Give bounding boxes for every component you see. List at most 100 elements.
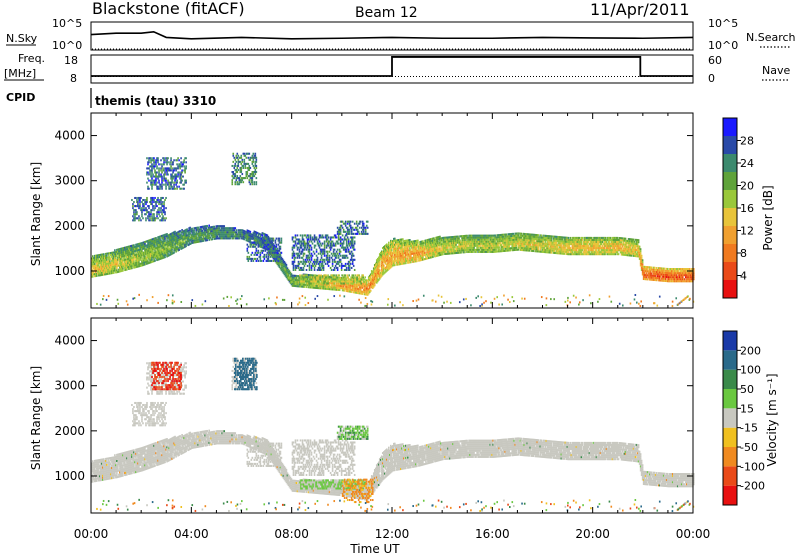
power-cell	[300, 277, 303, 280]
power-cell	[588, 251, 591, 254]
power-cell	[203, 233, 205, 236]
power-cell	[564, 238, 567, 241]
power-cell	[684, 276, 687, 279]
power-cell	[113, 263, 115, 266]
power-cell	[367, 292, 370, 295]
power-cell	[193, 233, 195, 236]
power-cell	[398, 251, 400, 254]
power-cell	[110, 264, 112, 267]
power-cell	[419, 255, 421, 258]
power-cell	[507, 247, 509, 250]
power-cell	[371, 280, 374, 283]
power-cell	[400, 244, 402, 247]
power-cell	[188, 227, 190, 230]
power-cell	[620, 253, 623, 256]
power-cell	[234, 227, 237, 230]
power-cell	[386, 268, 389, 271]
power-cell	[193, 229, 195, 232]
power-cell	[575, 251, 578, 254]
power-cell	[661, 273, 664, 276]
power-cell	[529, 245, 532, 248]
power-cell	[436, 238, 438, 241]
power-cell	[389, 247, 392, 250]
nsky-frame	[90, 21, 694, 51]
power-cell	[229, 229, 232, 232]
power-cell	[682, 272, 685, 275]
power-cell	[233, 229, 236, 232]
power-cell	[437, 240, 439, 243]
power-cell	[600, 240, 603, 243]
power-cell	[485, 242, 487, 245]
power-cell	[649, 266, 652, 269]
power-cell	[396, 243, 398, 246]
power-cell	[211, 234, 213, 237]
power-cell	[471, 244, 473, 247]
power-cell	[476, 234, 478, 237]
power-cell	[249, 232, 252, 235]
power-cell	[496, 234, 498, 237]
power-cell	[449, 252, 451, 255]
power-cell	[120, 262, 122, 265]
power-cell	[658, 271, 661, 274]
power-cell	[579, 245, 582, 248]
power-cell	[111, 253, 113, 256]
power-cell	[361, 282, 364, 285]
power-cell	[225, 231, 228, 234]
power-cell	[403, 242, 405, 245]
power-cell	[438, 250, 440, 253]
power-cell	[99, 262, 101, 265]
power-cell	[418, 247, 420, 250]
power-cell	[608, 247, 611, 250]
power-cell	[476, 248, 478, 251]
power-cell	[463, 243, 465, 246]
power-cell	[96, 260, 98, 263]
power-cell	[330, 286, 333, 289]
power-cell	[563, 252, 566, 255]
power-cell	[377, 256, 380, 259]
power-cell	[132, 246, 134, 249]
power-cell	[380, 254, 383, 257]
power-cell	[132, 260, 134, 263]
power-cell	[181, 247, 183, 250]
power-cell	[639, 254, 642, 257]
power-cell	[350, 288, 353, 291]
power-cell	[318, 285, 321, 288]
power-cell	[93, 265, 95, 268]
power-cell	[123, 246, 125, 250]
power-cell	[523, 249, 526, 252]
power-cell	[345, 287, 348, 290]
power-cell	[615, 240, 618, 243]
power-cell	[148, 257, 150, 260]
power-cell	[474, 240, 476, 243]
power-cell	[156, 238, 158, 241]
power-cell	[633, 248, 636, 251]
power-cell	[108, 268, 110, 271]
power-cell	[560, 244, 563, 247]
power-cell	[209, 232, 211, 235]
power-cell	[590, 253, 593, 256]
power-cell	[565, 250, 568, 253]
power-cell	[103, 273, 105, 276]
power-cell	[176, 237, 178, 240]
power-cell	[382, 254, 385, 257]
power-cell	[522, 249, 525, 252]
power-cell	[286, 269, 289, 272]
power-cell	[444, 252, 446, 256]
power-cell	[124, 256, 126, 259]
power-cell	[499, 240, 501, 243]
power-cell	[423, 246, 425, 249]
power-cell	[222, 229, 225, 232]
power-cell	[618, 243, 621, 246]
power-cell	[663, 271, 666, 274]
power-cell	[167, 236, 169, 239]
power-cell	[515, 246, 518, 249]
power-cell	[519, 234, 522, 237]
power-cell	[124, 258, 126, 261]
power-cell	[310, 286, 313, 289]
power-cell	[241, 233, 244, 236]
power-cell	[270, 244, 273, 247]
power-cell	[371, 282, 374, 285]
power-cell	[437, 238, 439, 241]
power-cell	[643, 278, 646, 281]
power-cell	[414, 248, 416, 251]
